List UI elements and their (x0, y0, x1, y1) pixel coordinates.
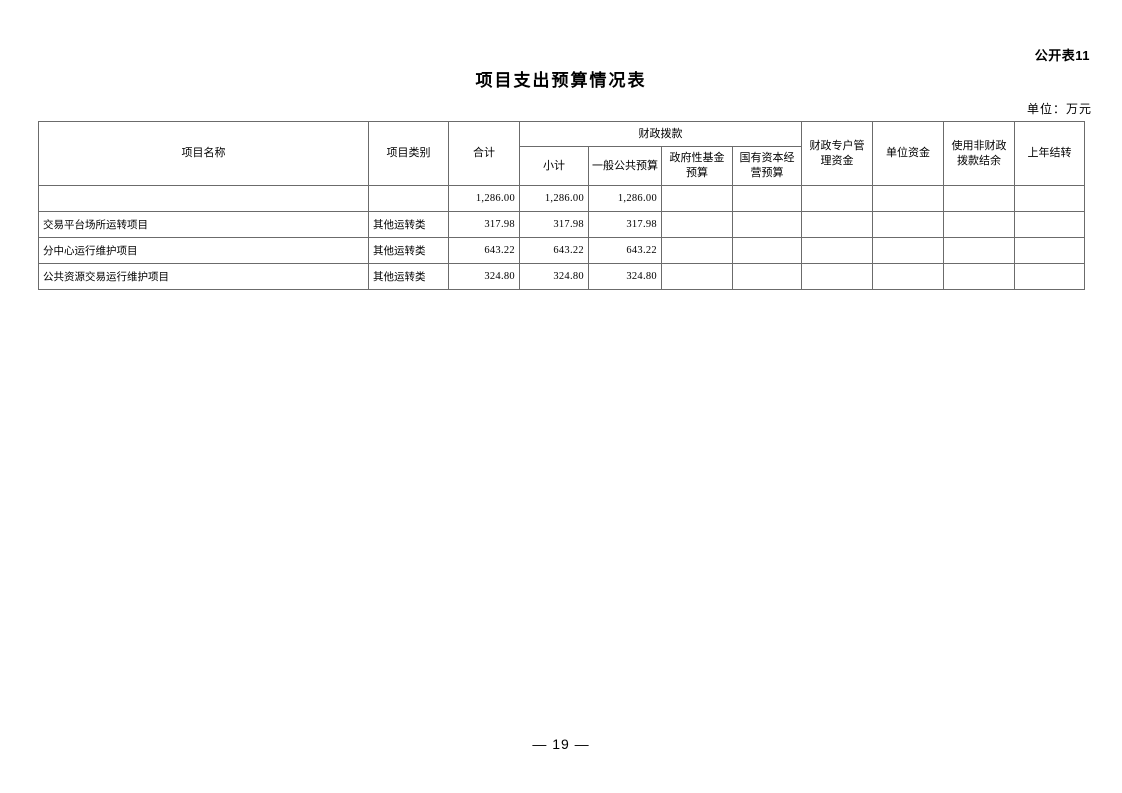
col-header-subtotal: 小计 (519, 146, 589, 186)
cell-state-capital-budget (732, 211, 802, 238)
cell-subtotal: 1,286.00 (519, 185, 589, 212)
cell-subtotal: 317.98 (519, 211, 589, 238)
cell-total: 1,286.00 (448, 185, 520, 212)
page-number: — 19 — (532, 736, 590, 752)
cell-prev-year-carryover (1014, 237, 1085, 264)
cell-unit-funds (872, 237, 944, 264)
cell-total: 324.80 (448, 263, 520, 290)
cell-project-name: 公共资源交易运行维护项目 (38, 263, 369, 290)
cell-state-capital-budget (732, 263, 802, 290)
table-row: 分中心运行维护项目 其他运转类 643.22 643.22 643.22 (38, 237, 1085, 264)
col-header-prev-year-carryover: 上年结转 (1014, 121, 1085, 186)
col-header-gov-fund-budget: 政府性基金预算 (661, 146, 733, 186)
cell-unit-funds (872, 263, 944, 290)
cell-general-public-budget: 1,286.00 (588, 185, 662, 212)
col-header-fiscal-special-account: 财政专户管理资金 (801, 121, 873, 186)
cell-non-fiscal-balance (943, 185, 1015, 212)
cell-state-capital-budget (732, 185, 802, 212)
cell-general-public-budget: 643.22 (588, 237, 662, 264)
cell-gov-fund-budget (661, 237, 733, 264)
col-header-total: 合计 (448, 121, 520, 186)
col-header-state-capital-budget: 国有资本经营预算 (732, 146, 802, 186)
cell-project-name: 交易平台场所运转项目 (38, 211, 369, 238)
cell-gov-fund-budget (661, 211, 733, 238)
cell-subtotal: 324.80 (519, 263, 589, 290)
budget-table: 项目名称 项目类别 合计 财政拨款 财政专户管理资金 单位资金 使用非财政拨款结… (38, 121, 1085, 290)
table-row: 交易平台场所运转项目 其他运转类 317.98 317.98 317.98 (38, 211, 1085, 238)
cell-unit-funds (872, 185, 944, 212)
cell-gov-fund-budget (661, 263, 733, 290)
cell-fiscal-special-account (801, 211, 873, 238)
cell-project-category (368, 185, 449, 212)
cell-unit-funds (872, 211, 944, 238)
page-title: 项目支出预算情况表 (475, 71, 647, 90)
doc-label: 公开表11 (1034, 48, 1090, 63)
col-header-unit-funds: 单位资金 (872, 121, 944, 186)
col-header-general-public-budget: 一般公共预算 (588, 146, 662, 186)
cell-project-name: 分中心运行维护项目 (38, 237, 369, 264)
cell-total: 643.22 (448, 237, 520, 264)
cell-general-public-budget: 317.98 (588, 211, 662, 238)
cell-fiscal-special-account (801, 237, 873, 264)
cell-gov-fund-budget (661, 185, 733, 212)
cell-fiscal-special-account (801, 185, 873, 212)
cell-total: 317.98 (448, 211, 520, 238)
col-header-project-name: 项目名称 (38, 121, 369, 186)
col-header-non-fiscal-balance: 使用非财政拨款结余 (943, 121, 1015, 186)
cell-non-fiscal-balance (943, 237, 1015, 264)
cell-prev-year-carryover (1014, 263, 1085, 290)
cell-fiscal-special-account (801, 263, 873, 290)
cell-non-fiscal-balance (943, 263, 1015, 290)
cell-non-fiscal-balance (943, 211, 1015, 238)
cell-project-category: 其他运转类 (368, 211, 449, 238)
cell-state-capital-budget (732, 237, 802, 264)
cell-subtotal: 643.22 (519, 237, 589, 264)
table-body: 1,286.00 1,286.00 1,286.00 交易平台场所运转项目 其他… (38, 185, 1085, 290)
cell-general-public-budget: 324.80 (588, 263, 662, 290)
table-row-total: 1,286.00 1,286.00 1,286.00 (38, 185, 1085, 212)
col-group-fiscal-appropriation: 财政拨款 (519, 121, 802, 147)
cell-prev-year-carryover (1014, 185, 1085, 212)
unit-note: 单位：万元 (1026, 102, 1092, 116)
col-header-project-category: 项目类别 (368, 121, 449, 186)
table-row: 公共资源交易运行维护项目 其他运转类 324.80 324.80 324.80 (38, 263, 1085, 290)
cell-project-name (38, 185, 369, 212)
table-header: 项目名称 项目类别 合计 财政拨款 财政专户管理资金 单位资金 使用非财政拨款结… (38, 121, 1085, 186)
cell-prev-year-carryover (1014, 211, 1085, 238)
cell-project-category: 其他运转类 (368, 263, 449, 290)
cell-project-category: 其他运转类 (368, 237, 449, 264)
